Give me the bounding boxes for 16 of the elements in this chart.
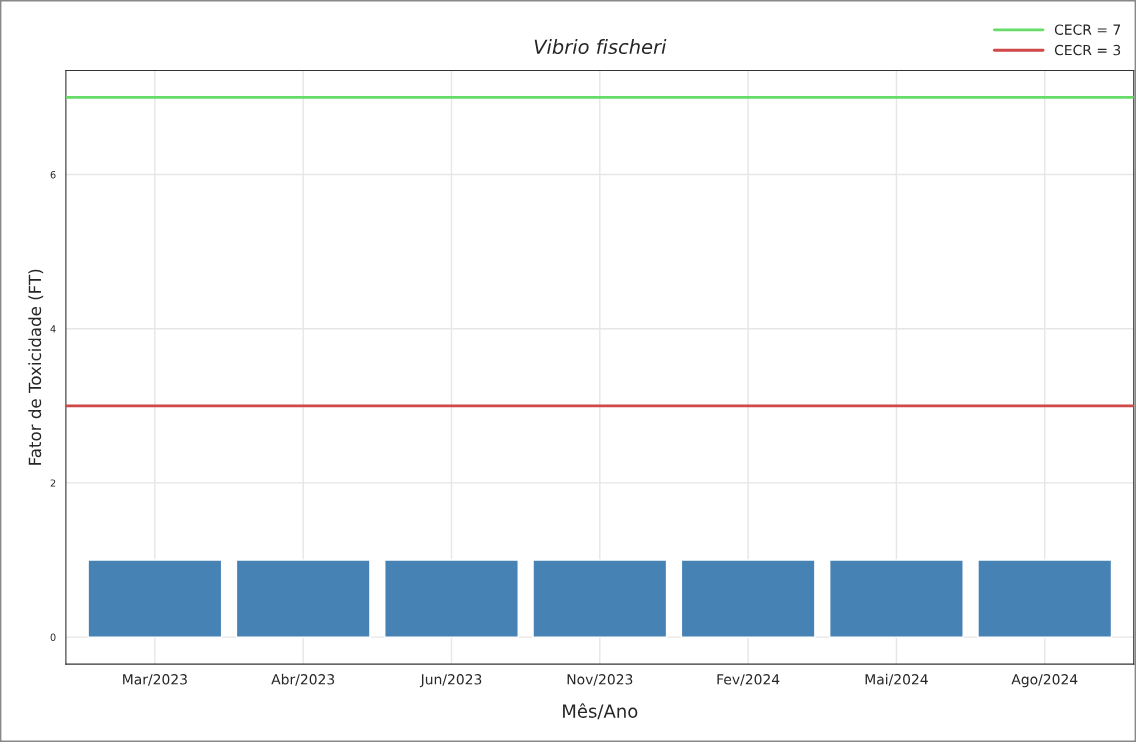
x-axis-title: Mês/Ano xyxy=(563,703,638,720)
x-tick-label: Jun/2023 xyxy=(419,674,482,688)
chart-title: Vibrio fischeri xyxy=(534,39,667,55)
y-tick-label: 0 xyxy=(50,633,56,641)
legend-label: CECR = 3 xyxy=(1054,44,1121,56)
y-tick-label: 2 xyxy=(50,479,56,487)
x-tick-label: Ago/2024 xyxy=(1011,674,1078,688)
legend-label: CECR = 7 xyxy=(1054,24,1121,35)
x-tick-label: Nov/2023 xyxy=(567,674,633,686)
y-tick-label: 6 xyxy=(50,171,56,179)
y-axis-title: Fator de Toxicidade (FT) xyxy=(28,269,44,465)
x-tick-label: Abr/2023 xyxy=(271,673,335,686)
x-tick-label: Mar/2023 xyxy=(123,674,187,686)
y-tick-label: 4 xyxy=(50,325,56,333)
x-tick-label: Fev/2024 xyxy=(717,674,780,686)
x-tick-label: Mai/2024 xyxy=(865,673,928,686)
